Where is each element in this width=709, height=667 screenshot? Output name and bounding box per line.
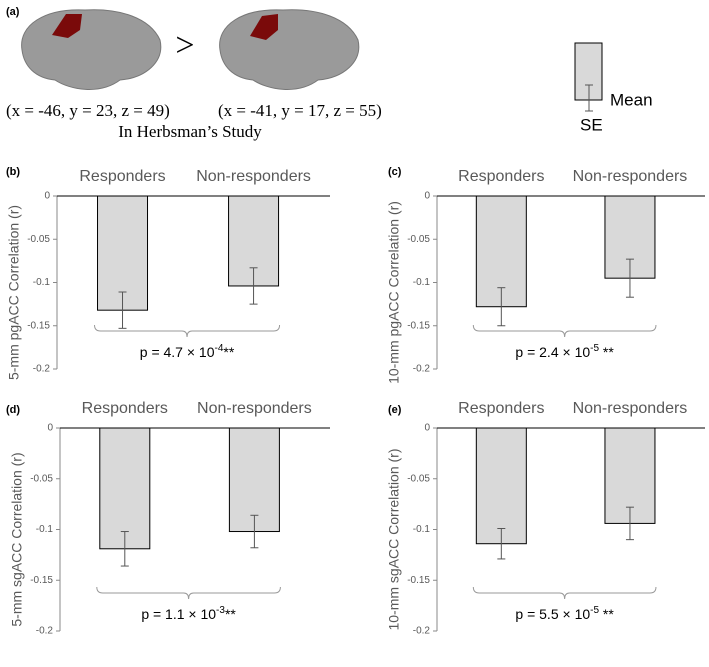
- y-tick-label: -0.1: [413, 277, 431, 288]
- error-bar: [625, 506, 634, 541]
- p-value-part: p = 4.7 × 10: [140, 344, 215, 360]
- category-label: Non-responders: [573, 400, 688, 417]
- y-tick-label: -0.1: [33, 277, 51, 288]
- panel-label: (e): [388, 404, 402, 416]
- coordinates: (x = -46, y = 23, z = 49): [6, 101, 170, 120]
- category-label: Responders: [458, 168, 544, 185]
- p-value-part: -3: [216, 605, 225, 616]
- y-tick-label: -0.15: [27, 320, 50, 331]
- legend-mean: Mean: [610, 90, 653, 109]
- comparison: >: [175, 27, 194, 64]
- error-bar: [120, 531, 129, 567]
- y-axis-label: 10-mm sgACC Correlation (r): [386, 448, 402, 630]
- panel-label: (a): [6, 6, 20, 18]
- y-tick-label: -0.2: [36, 626, 54, 637]
- bracket: [472, 586, 657, 600]
- y-tick-label: -0.1: [36, 524, 54, 535]
- brain-left: [21, 9, 162, 90]
- error-bar: [249, 267, 258, 305]
- panel-label: (c): [388, 166, 402, 178]
- y-tick-label: -0.05: [30, 473, 53, 484]
- y-tick-label: -0.1: [413, 524, 431, 535]
- panel-label: (b): [6, 166, 20, 178]
- p-value-part: p = 2.4 × 10: [515, 344, 590, 360]
- y-tick-label: 0: [44, 191, 50, 202]
- p-value-part: **: [223, 344, 234, 360]
- y-tick-label: -0.05: [407, 473, 430, 484]
- legend-se: SE: [580, 115, 603, 134]
- y-tick-label: -0.2: [413, 626, 431, 637]
- coordinates: (x = -41, y = 17, z = 55): [218, 101, 382, 120]
- p-value-part: -4: [215, 343, 224, 354]
- error-bar: [497, 287, 506, 327]
- panel-label: (d): [6, 404, 20, 416]
- p-value-part: **: [225, 606, 236, 622]
- bracket: [472, 324, 657, 338]
- legend: [574, 42, 603, 112]
- p-value-part: p = 1.1 × 10: [141, 606, 216, 622]
- error-bar: [625, 258, 634, 298]
- study-label: In Herbsman’s Study: [118, 122, 262, 141]
- y-tick-label: -0.05: [27, 234, 50, 245]
- bar: [228, 427, 280, 533]
- p-value-part: **: [599, 344, 614, 360]
- category-label: Non-responders: [196, 168, 311, 185]
- brain-right: [219, 9, 360, 90]
- y-tick-label: -0.15: [30, 575, 53, 586]
- y-tick-label: -0.2: [33, 364, 51, 375]
- bar: [99, 427, 151, 550]
- y-tick-label: -0.15: [407, 575, 430, 586]
- y-axis-label: 10-mm pgACC Correlation (r): [386, 201, 402, 384]
- p-value: p = 2.4 × 10-5 **: [515, 343, 614, 360]
- category-label: Non-responders: [197, 400, 312, 417]
- y-tick-label: -0.15: [407, 320, 430, 331]
- y-tick-label: -0.2: [413, 364, 431, 375]
- p-value-part: -5: [590, 343, 599, 354]
- category-label: Responders: [79, 168, 165, 185]
- p-value: p = 1.1 × 10-3**: [141, 605, 236, 622]
- error-bar: [250, 514, 259, 549]
- y-tick-label: -0.05: [407, 234, 430, 245]
- y-tick-label: 0: [424, 423, 430, 434]
- category-label: Responders: [458, 400, 544, 417]
- p-value: p = 5.5 × 10-5 **: [515, 605, 614, 622]
- bracket: [96, 586, 281, 600]
- y-axis-label: 5-mm pgACC Correlation (r): [6, 205, 22, 380]
- p-value-part: -5: [590, 605, 599, 616]
- y-axis-label: 5-mm sgACC Correlation (r): [9, 452, 25, 626]
- p-value: p = 4.7 × 10-4**: [140, 343, 235, 360]
- p-value-part: p = 5.5 × 10: [515, 606, 590, 622]
- error-bar: [497, 527, 506, 560]
- y-tick-label: 0: [424, 191, 430, 202]
- p-value-part: **: [599, 606, 614, 622]
- bar: [475, 427, 527, 545]
- category-label: Non-responders: [573, 168, 688, 185]
- y-tick-label: 0: [47, 423, 53, 434]
- bracket: [94, 324, 281, 338]
- category-label: Responders: [82, 400, 168, 417]
- error-bar: [118, 291, 127, 329]
